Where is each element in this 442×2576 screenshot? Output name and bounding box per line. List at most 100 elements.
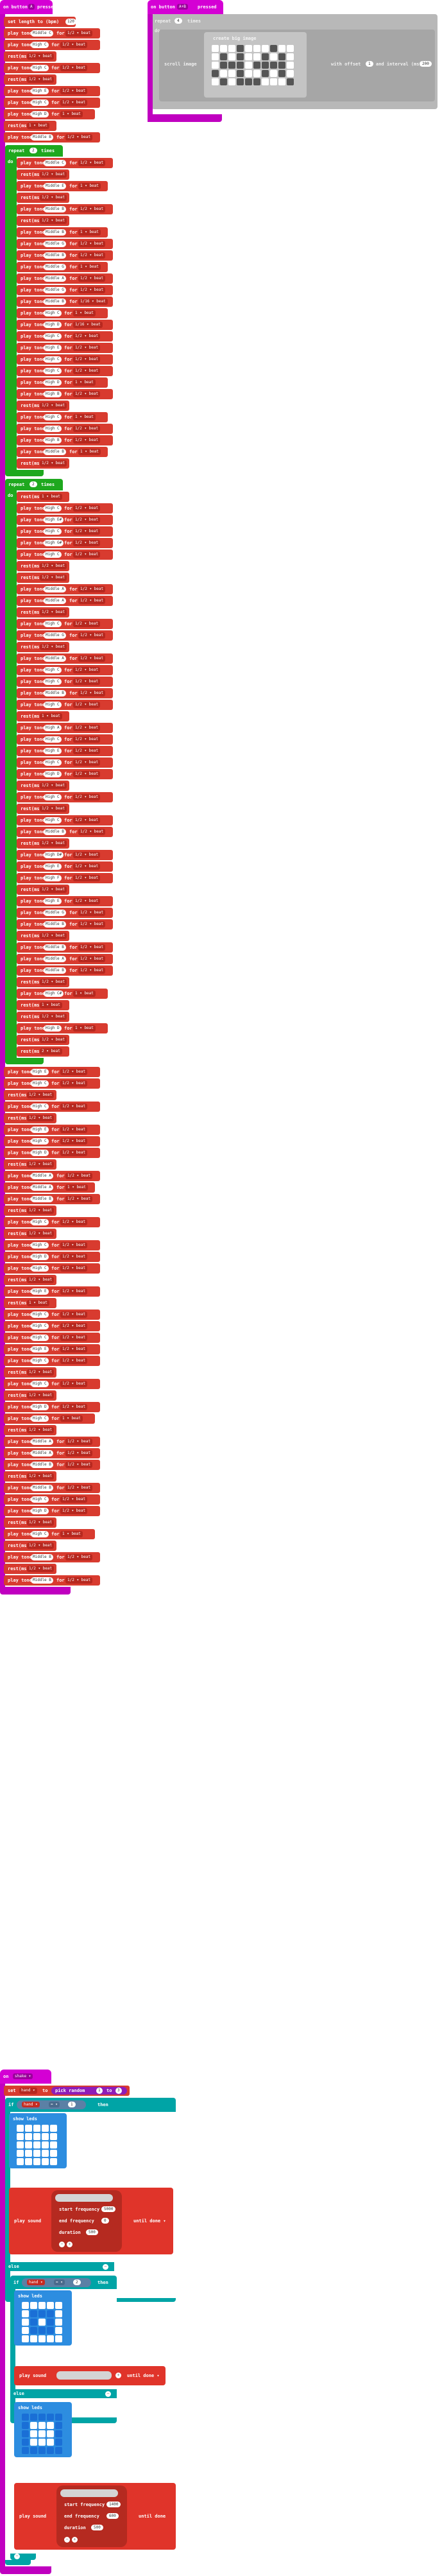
beat-duration[interactable]: 1/2 ▾ beat <box>65 1485 93 1491</box>
if1-condition[interactable]: hand ▾ = ▾ 1 <box>17 2100 86 2109</box>
rest-block[interactable]: rest(ms) 1/2 ▾ beat <box>17 458 69 469</box>
note-value[interactable]: Middle B <box>31 1485 53 1491</box>
rest-block[interactable]: rest(ms) 2 ▾ beat <box>17 1046 69 1057</box>
beat-duration[interactable]: 1/2 ▾ beat <box>60 1254 88 1260</box>
rest-block[interactable]: rest(ms) 1/2 ▾ beat <box>17 169 69 180</box>
rest-block[interactable]: rest(ms) 1/2 ▾ beat <box>4 1275 56 1285</box>
beat-duration[interactable]: 1/2 ▾ beat <box>73 333 101 340</box>
note-value[interactable]: Middle B <box>44 829 66 835</box>
rest-block[interactable]: rest(ms) 1/2 ▾ beat <box>4 1206 56 1216</box>
start-freq-1[interactable]: 5000 <box>101 2206 116 2212</box>
rest-block[interactable]: rest(ms) 1/2 ▾ beat <box>17 573 69 583</box>
note-value[interactable]: High E <box>31 1288 49 1295</box>
note-value[interactable]: High C <box>31 1381 49 1387</box>
rest-block[interactable]: rest(ms) 1/2 ▾ beat <box>4 1367 56 1378</box>
note-value[interactable]: Middle G <box>44 287 66 293</box>
rest-block[interactable]: rest(ms) 1/2 ▾ beat <box>17 193 69 203</box>
play-tone-block[interactable]: play tone High C# for 1 ▾ beat <box>17 989 108 999</box>
repeat-disabled-block[interactable]: repeat 4 times do scroll image create bi… <box>151 14 438 109</box>
until-done-1[interactable]: until done ▾ <box>133 2218 166 2224</box>
note-value[interactable]: High C <box>31 1080 49 1087</box>
note-value[interactable]: High C <box>44 667 62 673</box>
note-value[interactable]: Middle A <box>44 655 66 662</box>
leds-grid-2[interactable] <box>22 2302 62 2342</box>
note-value[interactable]: High E <box>44 898 62 904</box>
note-value[interactable]: High E <box>31 1069 49 1075</box>
rest-block[interactable]: rest(ms) 1/2 ▾ beat <box>17 642 69 652</box>
note-value[interactable]: Middle B <box>44 252 66 259</box>
beat-duration[interactable]: 1/2 ▾ beat <box>73 356 101 363</box>
beat-duration[interactable]: 1/2 ▾ beat <box>65 1173 93 1179</box>
note-value[interactable]: Middle B <box>44 449 66 455</box>
note-value[interactable]: High C <box>31 1496 49 1503</box>
beat-duration[interactable]: 1/2 ▾ beat <box>78 287 106 293</box>
beat-duration[interactable]: 1/2 ▾ beat <box>60 1508 88 1514</box>
note-value[interactable]: High E <box>44 748 62 754</box>
beat-duration[interactable]: 1/2 ▾ beat <box>73 621 101 627</box>
note-value[interactable]: High C <box>44 426 62 432</box>
beat-duration[interactable]: 1/2 ▾ beat <box>65 1450 93 1457</box>
show-leds-3[interactable]: show leds <box>14 2402 72 2457</box>
rest-duration[interactable]: 1 ▾ beat <box>27 123 49 129</box>
rest-block[interactable]: rest(ms) 1/2 ▾ beat <box>4 1390 56 1401</box>
note-value[interactable]: Middle B <box>44 229 66 236</box>
rest-block[interactable]: rest(ms) 1 ▾ beat <box>17 492 69 502</box>
note-value[interactable]: High C <box>31 1415 49 1422</box>
note-value[interactable]: High C <box>44 310 62 316</box>
random-max[interactable]: 3 <box>115 2088 122 2094</box>
beat-duration[interactable]: 1/2 ▾ beat <box>78 206 106 212</box>
play-tone-block[interactable]: play tone High G# for 1/2 ▾ beat <box>17 538 113 548</box>
beat-duration[interactable]: 1/2 ▾ beat <box>60 1103 88 1110</box>
beat-duration[interactable]: 1/2 ▾ beat <box>65 1439 93 1445</box>
rest-duration[interactable]: 1/2 ▾ beat <box>27 1231 55 1237</box>
beat-duration[interactable]: 1/2 ▾ beat <box>78 160 106 166</box>
if2-condition[interactable]: hand ▾ = ▾ 2 <box>22 2278 91 2287</box>
rest-duration[interactable]: 1/2 ▾ beat <box>27 1473 55 1480</box>
beat-duration[interactable]: 1/2 ▾ beat <box>60 1346 88 1353</box>
sound-waveform-1[interactable] <box>55 2194 113 2202</box>
rest-duration[interactable]: 1/2 ▾ beat <box>40 563 67 569</box>
beat-duration[interactable]: 1 ▾ beat <box>73 414 96 420</box>
note-value[interactable]: Middle A <box>44 598 66 604</box>
note-value[interactable]: Middle A <box>31 1173 53 1179</box>
remove-param-icon[interactable]: − <box>59 2242 65 2247</box>
beat-duration[interactable]: 1/2 ▾ beat <box>60 1288 88 1295</box>
note-value[interactable]: Middle B <box>44 944 66 951</box>
rest-block[interactable]: rest(ms) 1/2 ▾ beat <box>17 401 69 411</box>
rest-block[interactable]: rest(ms) 1/2 ▾ beat <box>17 561 69 571</box>
note-value[interactable]: High C <box>31 1531 49 1537</box>
beat-duration[interactable]: 1/2 ▾ beat <box>78 921 106 928</box>
note-value[interactable]: High A <box>44 725 62 731</box>
rest-duration[interactable]: 1/2 ▾ beat <box>40 1037 67 1043</box>
beat-duration[interactable]: 1/2 ▾ beat <box>60 1150 88 1156</box>
beat-duration[interactable]: 1/2 ▾ beat <box>73 517 101 523</box>
beat-duration[interactable]: 1/2 ▾ beat <box>60 1323 88 1329</box>
rest-block[interactable]: rest(ms) 1/2 ▾ beat <box>17 216 69 226</box>
beat-duration[interactable]: 1/2 ▾ beat <box>78 586 106 592</box>
note-value[interactable]: Middle A <box>31 1439 53 1445</box>
on-shake-hat[interactable]: on shake ▾ <box>0 2070 51 2084</box>
beat-duration[interactable]: 1/2 ▾ beat <box>60 99 88 106</box>
rest-duration[interactable]: 1/2 ▾ beat <box>40 575 67 581</box>
